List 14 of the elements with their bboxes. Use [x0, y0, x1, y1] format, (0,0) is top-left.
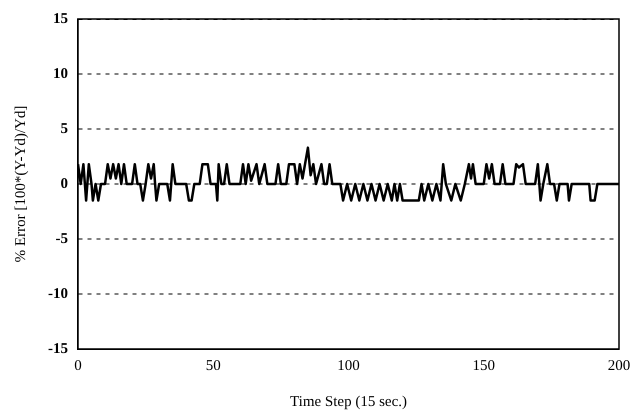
- y-tick-label: -5: [55, 230, 68, 247]
- x-tick-label: 0: [74, 358, 82, 374]
- x-tick-label: 200: [608, 358, 630, 374]
- x-tick-label: 100: [337, 358, 360, 374]
- y-tick-label: 10: [52, 66, 68, 82]
- y-tick-label: 0: [60, 176, 68, 192]
- x-axis-title: Time Step (15 sec.): [290, 394, 407, 410]
- x-tick-label: 150: [472, 358, 495, 374]
- y-tick-label: -10: [48, 286, 68, 302]
- y-axis-title: % Error [100*(Y-Yd)/Yd]: [12, 106, 29, 262]
- y-tick-label: 5: [60, 120, 68, 137]
- y-tick-label: -15: [48, 340, 68, 357]
- y-tick-label: 15: [52, 10, 68, 27]
- x-tick-label: 50: [206, 358, 221, 374]
